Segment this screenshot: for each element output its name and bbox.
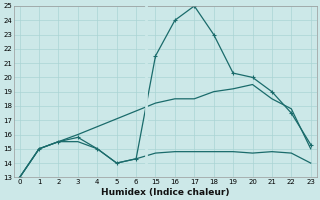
X-axis label: Humidex (Indice chaleur): Humidex (Indice chaleur) xyxy=(101,188,229,197)
